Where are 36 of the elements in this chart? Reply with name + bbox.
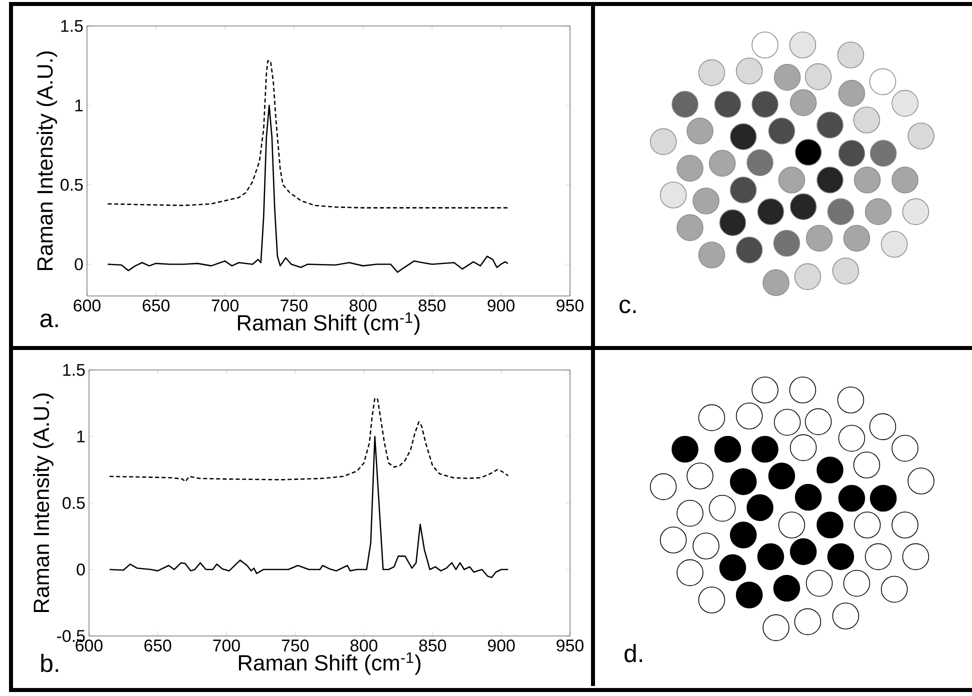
text: c.: [620, 300, 636, 314]
text: d.: [624, 644, 642, 662]
y-tick-label: 0: [76, 563, 85, 576]
x-tick-label: 800: [350, 300, 376, 312]
x-tick-label: 600: [76, 640, 102, 652]
line-series: [108, 397, 509, 482]
x-tick-label: 700: [213, 640, 240, 652]
x-tick-label: 900: [488, 300, 514, 312]
x-tick-label: 900: [488, 640, 515, 652]
x-tick-label: 750: [282, 640, 309, 652]
y-axis-title: Raman Intensity (A.U.): [33, 394, 54, 612]
x-tick-label: 850: [418, 300, 446, 312]
x-tick-label: 750: [280, 300, 308, 312]
y-tick-label: 1: [75, 100, 83, 112]
x-axis-title: Raman Shift (cm$^{-1}$): [238, 652, 420, 675]
x-tick-label: 650: [144, 640, 172, 652]
x-tick-label: 950: [556, 640, 584, 652]
x-tick-label: 850: [419, 640, 446, 652]
x-axis-title: Raman Shift (cm$^{-1}$): [238, 312, 420, 335]
text: b.: [41, 654, 58, 672]
y-tick-label: 0: [74, 258, 83, 270]
y-tick-label: 0.5: [62, 496, 85, 509]
y-axis-title: Raman Intensity (A.U.): [36, 52, 58, 270]
y-tick-label: 0.5: [60, 178, 83, 191]
y-tick-label: -0.5: [57, 630, 85, 642]
x-tick-label: 600: [74, 300, 100, 312]
text: a.: [40, 314, 58, 328]
x-tick-label: 650: [142, 300, 170, 312]
y-tick-label: 1.5: [63, 364, 85, 376]
line-series: [108, 436, 509, 578]
x-tick-label: 700: [212, 300, 238, 312]
x-tick-label: 950: [556, 300, 584, 312]
x-tick-label: 800: [350, 640, 378, 652]
line-series: [107, 104, 509, 273]
y-tick-label: 1.5: [61, 20, 83, 32]
y-tick-label: 1: [77, 430, 85, 442]
